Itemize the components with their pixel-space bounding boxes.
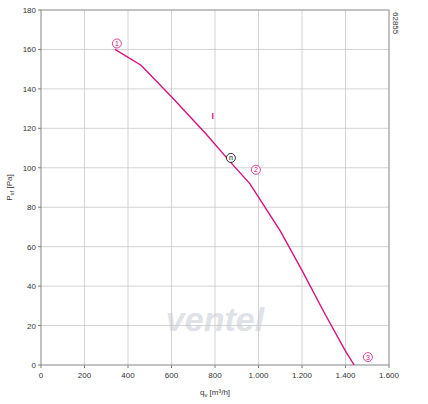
x-tick-label: 1.000: [248, 371, 269, 380]
annotation-circle: [363, 353, 372, 362]
x-tick: [171, 365, 172, 368]
x-axis-title: qv [m³/h]: [200, 388, 230, 398]
annotation-text: I: [212, 111, 215, 121]
x-tick-label: 600: [165, 371, 179, 380]
chart-code: 62855: [391, 12, 400, 35]
watermark: ventel: [166, 300, 266, 338]
annotation-circle: [226, 153, 235, 162]
y-tick: [38, 207, 41, 208]
y-tick-label: 160: [23, 45, 37, 54]
y-grid-line: [41, 88, 389, 89]
grid: [38, 10, 389, 368]
y-grid-line: [41, 207, 389, 208]
x-tick: [41, 365, 42, 368]
x-tick: [389, 365, 390, 368]
y-axis-title: Psf [Pa]: [5, 174, 15, 200]
x-tick-label: 1.600: [379, 371, 400, 380]
annotation-text: 2: [254, 166, 258, 173]
x-tick-label: 1.400: [335, 371, 356, 380]
x-axis-title-unit: [m³/h]: [207, 388, 230, 397]
x-tick-label: 800: [208, 371, 222, 380]
x-tick-label: 400: [121, 371, 135, 380]
x-tick: [302, 365, 303, 368]
fan-curve: [115, 49, 354, 365]
plot-frame: [41, 10, 389, 365]
y-tick-label: 100: [23, 164, 37, 173]
annotation: 3: [363, 353, 372, 362]
y-tick-label: 120: [23, 124, 37, 133]
annotation: I: [212, 111, 215, 121]
y-tick: [38, 49, 41, 50]
x-grid-line: [345, 10, 346, 365]
y-tick: [38, 365, 41, 366]
annotation: 2: [251, 165, 260, 174]
annotation-text: 3: [366, 354, 370, 361]
y-grid-line: [41, 49, 389, 50]
x-tick: [345, 365, 346, 368]
annotation-text: n: [229, 154, 233, 161]
x-tick: [84, 365, 85, 368]
y-axis-title-unit: [Pa]: [5, 174, 14, 190]
x-grid-line: [258, 10, 259, 365]
y-tick: [38, 167, 41, 168]
y-tick-label: 140: [23, 85, 37, 94]
annotation-circle: [112, 39, 121, 48]
annotation-circle: [251, 165, 260, 174]
x-grid-line: [215, 10, 216, 365]
x-tick-label: 0: [39, 371, 44, 380]
x-grid-line: [171, 10, 172, 365]
y-tick-label: 80: [27, 203, 36, 212]
y-grid-line: [41, 246, 389, 247]
y-tick-label: 40: [27, 282, 36, 291]
data: [115, 49, 354, 365]
x-tick-label: 200: [78, 371, 92, 380]
y-tick: [38, 10, 41, 11]
y-grid-line: [41, 325, 389, 326]
y-tick-label: 20: [27, 322, 36, 331]
x-tick: [128, 365, 129, 368]
annotation: n: [226, 153, 235, 162]
x-grid-line: [128, 10, 129, 365]
annotation: 1: [112, 39, 121, 48]
x-grid-line: [302, 10, 303, 365]
x-tick: [215, 365, 216, 368]
x-grid-line: [84, 10, 85, 365]
x-tick: [258, 365, 259, 368]
y-tick-label: 0: [32, 361, 37, 370]
x-tick-label: 1.200: [292, 371, 313, 380]
annotation-text: 1: [115, 40, 119, 47]
y-grid-line: [41, 128, 389, 129]
y-grid-line: [41, 167, 389, 168]
chart: ventel 0 200 400 600 800 1.000 1.200 1.400 1.600 0…: [0, 0, 428, 404]
y-tick-label: 60: [27, 243, 36, 252]
y-tick: [38, 286, 41, 287]
y-tick: [38, 246, 41, 247]
y-grid-line: [41, 286, 389, 287]
y-tick: [38, 128, 41, 129]
y-tick-label: 180: [23, 6, 37, 15]
y-tick: [38, 88, 41, 89]
y-tick: [38, 325, 41, 326]
